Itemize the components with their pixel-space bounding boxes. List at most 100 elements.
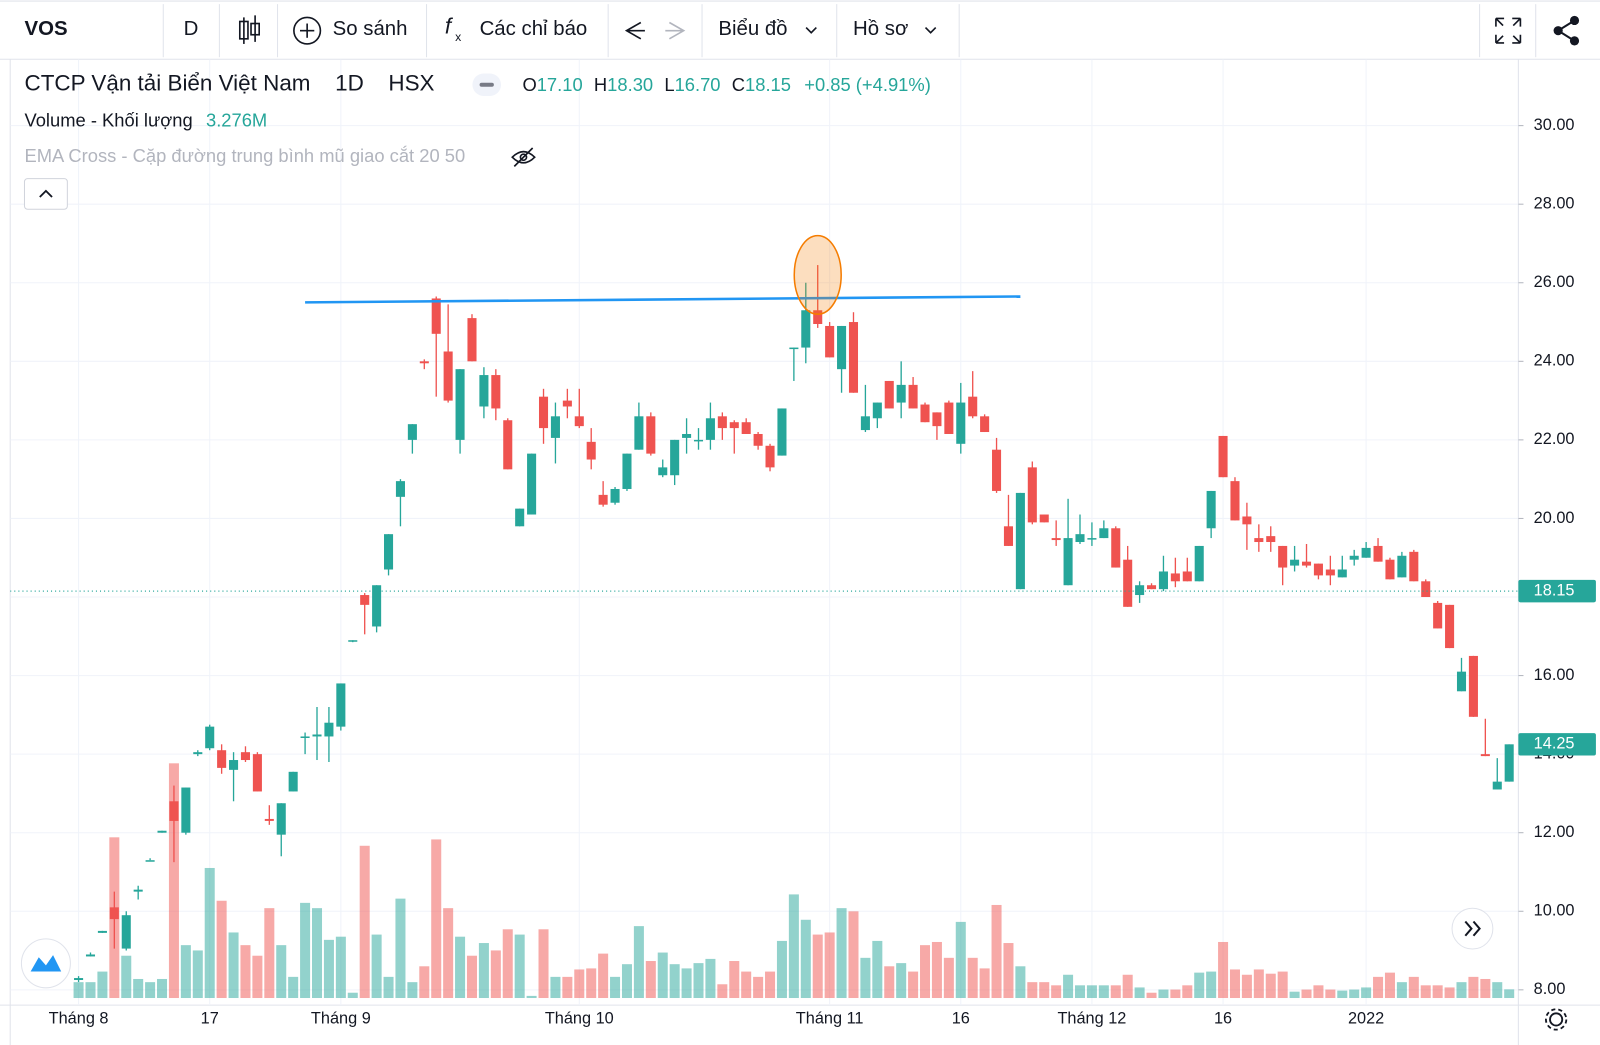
fullscreen-icon[interactable] xyxy=(1495,17,1522,44)
candle-body xyxy=(1075,534,1085,543)
logo[interactable] xyxy=(20,938,71,989)
candle-body xyxy=(1337,569,1347,578)
highlight-ellipse xyxy=(793,234,842,315)
candle-body xyxy=(1361,547,1371,558)
volume-label: Volume - Khối lượng xyxy=(24,109,192,130)
volume-bar xyxy=(180,945,191,999)
volume-bar xyxy=(681,968,692,999)
candle-body xyxy=(968,396,978,417)
candle-body xyxy=(1123,559,1133,607)
volume-bar xyxy=(1027,982,1038,999)
volume-bar xyxy=(872,940,883,999)
collapse-button[interactable] xyxy=(23,178,68,210)
volume-bar xyxy=(562,976,573,999)
price-tag xyxy=(1518,579,1596,603)
candle-body xyxy=(1266,536,1276,543)
scroll-button[interactable] xyxy=(1451,907,1494,950)
candle-body xyxy=(240,752,251,761)
fx-icon[interactable]: f xyxy=(445,14,454,39)
volume-bar xyxy=(1146,992,1157,999)
price-tag-label: 18.15 xyxy=(1534,581,1575,599)
open-label: O xyxy=(522,74,536,95)
candle-body xyxy=(574,416,584,427)
x-tick-label: 2022 xyxy=(1348,1010,1384,1028)
candle-body xyxy=(1182,571,1192,582)
candle-body xyxy=(372,585,382,627)
volume-bar xyxy=(884,966,895,999)
volume-bar xyxy=(741,971,752,999)
volume-bar xyxy=(1229,969,1240,999)
candle-body xyxy=(801,310,811,348)
volume-bar xyxy=(526,995,537,999)
candle-body xyxy=(1278,545,1288,568)
y-tick-label: 10.00 xyxy=(1534,902,1575,920)
candle-body xyxy=(455,369,465,440)
volume-bar xyxy=(455,936,466,999)
share-icon[interactable] xyxy=(1553,15,1580,46)
volume-bar xyxy=(133,978,144,999)
candle-body xyxy=(419,361,429,364)
volume-bar xyxy=(1480,978,1491,999)
candle-body xyxy=(157,830,167,833)
profile-menu[interactable]: Hồ sơ xyxy=(853,18,908,40)
redo-icon[interactable] xyxy=(665,21,686,40)
candle-body xyxy=(1015,492,1025,590)
trend-line xyxy=(305,295,1021,304)
volume-bar xyxy=(860,957,871,999)
y-tick-label: 26.00 xyxy=(1534,273,1575,291)
volume-bar xyxy=(383,976,394,999)
volume-bar xyxy=(1074,985,1086,999)
volume-bar xyxy=(300,902,311,999)
candle-body xyxy=(276,803,286,835)
candle-body xyxy=(1218,435,1228,478)
volume-bar xyxy=(276,945,287,999)
interval-button[interactable]: D xyxy=(184,18,199,40)
candle-body xyxy=(753,433,763,446)
fx-icon[interactable]: x xyxy=(455,30,461,44)
volume-bar xyxy=(800,919,811,999)
plot-area xyxy=(10,59,1519,1006)
volume-bar xyxy=(621,964,632,999)
candle-body xyxy=(1290,559,1300,566)
candle-body xyxy=(908,384,918,409)
candle-body xyxy=(300,736,310,738)
candle-body xyxy=(85,954,96,957)
x-tick-label: Tháng 11 xyxy=(796,1010,864,1028)
compare-button[interactable]: So sánh xyxy=(333,18,408,40)
volume-bar xyxy=(586,968,597,999)
open-value: 17.10 xyxy=(537,74,583,95)
volume-bar xyxy=(1313,985,1324,999)
indicators-button[interactable]: Các chỉ báo xyxy=(480,18,588,40)
volume-bar xyxy=(1063,974,1074,999)
volume-bar xyxy=(550,976,561,999)
candle-body xyxy=(288,771,298,792)
undo-icon[interactable] xyxy=(624,21,645,40)
volume-bar xyxy=(812,934,823,999)
settings-icon[interactable] xyxy=(1545,1008,1568,1031)
candle-body xyxy=(705,418,715,440)
change-value: +0.85 (+4.91%) xyxy=(804,74,931,95)
chart-menu[interactable]: Biểu đồ xyxy=(718,18,787,40)
x-tick-label: Tháng 8 xyxy=(49,1010,109,1028)
candle-body xyxy=(1003,526,1013,546)
candle-body xyxy=(264,818,274,821)
volume-bar xyxy=(1373,976,1384,999)
candle-body xyxy=(217,750,227,768)
volume-bar xyxy=(1361,987,1372,999)
compare-icon[interactable] xyxy=(293,16,322,45)
candle-body xyxy=(491,375,501,409)
volume-bar xyxy=(168,763,179,999)
volume-bar xyxy=(908,971,919,999)
chart-type-icon[interactable] xyxy=(238,15,260,44)
hidden-eye-icon[interactable] xyxy=(511,147,536,167)
volume-bar xyxy=(1265,973,1276,999)
volume-bar xyxy=(192,950,203,999)
candle-body xyxy=(1087,538,1097,540)
symbol[interactable]: VOS xyxy=(24,18,67,40)
candle-body xyxy=(1170,573,1180,582)
volume-bar xyxy=(848,911,859,999)
candle-body xyxy=(717,416,727,429)
candle-body xyxy=(658,467,668,476)
